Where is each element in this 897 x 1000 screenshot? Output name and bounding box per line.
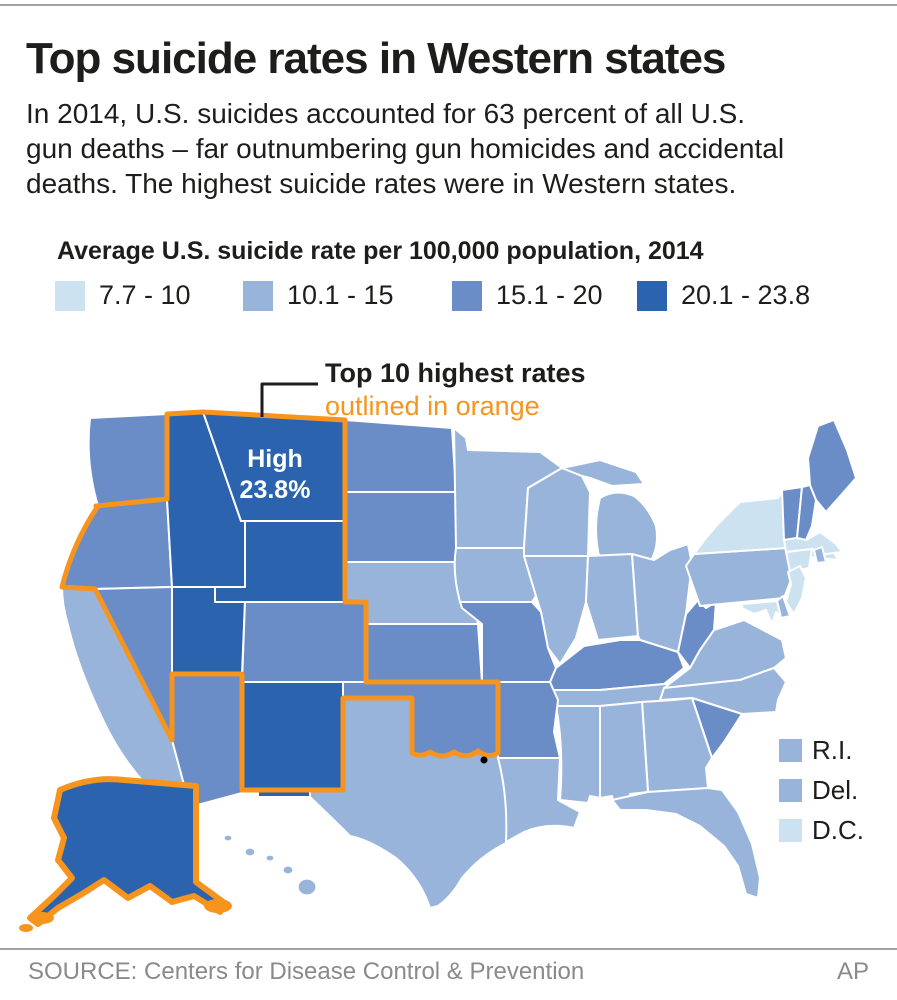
dc-swatch: [779, 819, 802, 842]
state-CT: [785, 548, 813, 573]
high-rate-label: High 23.8%: [239, 445, 311, 504]
states-layer: [27, 411, 857, 927]
state-PA: [685, 547, 795, 607]
top10-orange-outline: [59, 409, 501, 793]
del-swatch: [779, 779, 802, 802]
state-CO: [241, 601, 367, 683]
state-SD: [344, 491, 463, 563]
legend-label-bin1: 7.7 - 10: [99, 280, 191, 310]
state-RI: [813, 546, 827, 564]
dc-label: D.C.: [812, 815, 864, 845]
state-MD: [741, 600, 782, 625]
legend-label-bin2: 10.1 - 15: [287, 280, 394, 310]
del-label: Del.: [812, 775, 859, 805]
page-title: Top suicide rates in Western states: [26, 34, 726, 83]
source-line: SOURCE: Centers for Disease Control & Pr…: [28, 958, 585, 985]
annotation-top10: Top 10 highest rates: [325, 358, 586, 388]
legend-swatch-bin2: [243, 280, 273, 311]
state-IN: [585, 553, 639, 641]
legend-label-bin4: 20.1 - 23.8: [681, 280, 811, 310]
red-river-dot: [480, 756, 488, 764]
legend-title: Average U.S. suicide rate per 100,000 po…: [57, 237, 704, 265]
legend-label-bin3: 15.1 - 20: [496, 280, 603, 310]
subtitle-line: In 2014, U.S. suicides accounted for 63 …: [26, 98, 746, 129]
state-NJ: [785, 565, 807, 615]
legend-item-bin4: 20.1 - 23.8: [637, 280, 810, 311]
ri-swatch: [779, 739, 802, 762]
legend-swatch-bin4: [637, 280, 667, 311]
state-MS: [555, 705, 601, 804]
subtitle-line: deaths. The highest suicide rates were i…: [26, 168, 737, 199]
legend-swatch-bin1: [55, 280, 85, 311]
subtitle-line: gun deaths – far outnumbering gun homici…: [26, 133, 785, 164]
legend-item-del: Del.: [779, 775, 864, 806]
legend-item-bin1: 7.7 - 10: [55, 280, 191, 311]
state-HI: [223, 834, 317, 896]
legend-item-bin3: 15.1 - 20: [452, 280, 603, 311]
legend-swatch-bin3: [452, 280, 482, 311]
ap-credit: AP: [836, 958, 869, 985]
legend-item-ri: R.I.: [779, 735, 864, 766]
state-AR: [497, 681, 561, 759]
state-AK: [27, 776, 229, 927]
annotation-orange: outlined in orange: [325, 391, 540, 421]
ri-label: R.I.: [812, 735, 853, 765]
state-ND: [344, 419, 457, 493]
top-rule: [0, 4, 897, 6]
state-ME: [807, 419, 857, 513]
callout-line: [260, 382, 318, 417]
legend-item-dc: D.C.: [779, 815, 864, 846]
state-MI: [595, 491, 658, 567]
subtitle: In 2014, U.S. suicides accounted for 63 …: [26, 96, 784, 201]
state-NM: [241, 681, 344, 798]
small-states-legend: R.I. Del. D.C.: [779, 735, 864, 855]
aleutian-blobs: [19, 899, 232, 932]
bottom-rule: [0, 948, 897, 950]
state-OH: [631, 543, 693, 653]
legend-item-bin2: 10.1 - 15: [243, 280, 394, 311]
state-LA: [497, 757, 581, 843]
state-KS: [365, 623, 483, 683]
state-AL: [599, 701, 649, 806]
state-MI-upper: [561, 459, 645, 487]
state-WA: [87, 413, 168, 507]
state-FL: [611, 787, 761, 899]
